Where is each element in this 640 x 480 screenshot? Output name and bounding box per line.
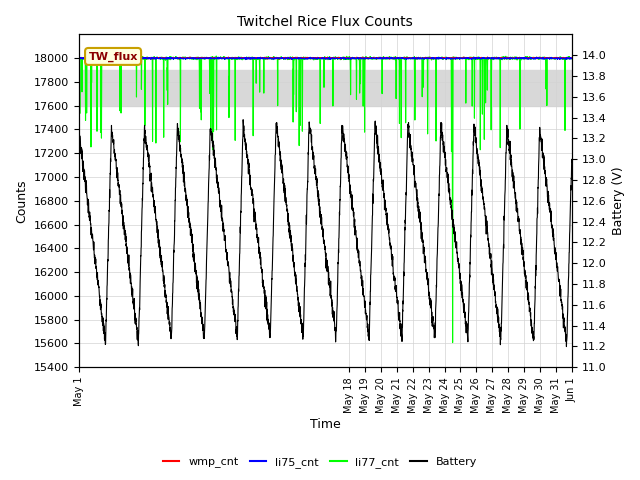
Title: Twitchel Rice Flux Counts: Twitchel Rice Flux Counts: [237, 15, 413, 29]
Y-axis label: Counts: Counts: [15, 179, 28, 223]
X-axis label: Time: Time: [310, 419, 340, 432]
Y-axis label: Battery (V): Battery (V): [612, 167, 625, 235]
Bar: [79, 70, 572, 106]
Text: TW_flux: TW_flux: [88, 51, 138, 61]
Legend: wmp_cnt, li75_cnt, li77_cnt, Battery: wmp_cnt, li75_cnt, li77_cnt, Battery: [158, 452, 482, 472]
